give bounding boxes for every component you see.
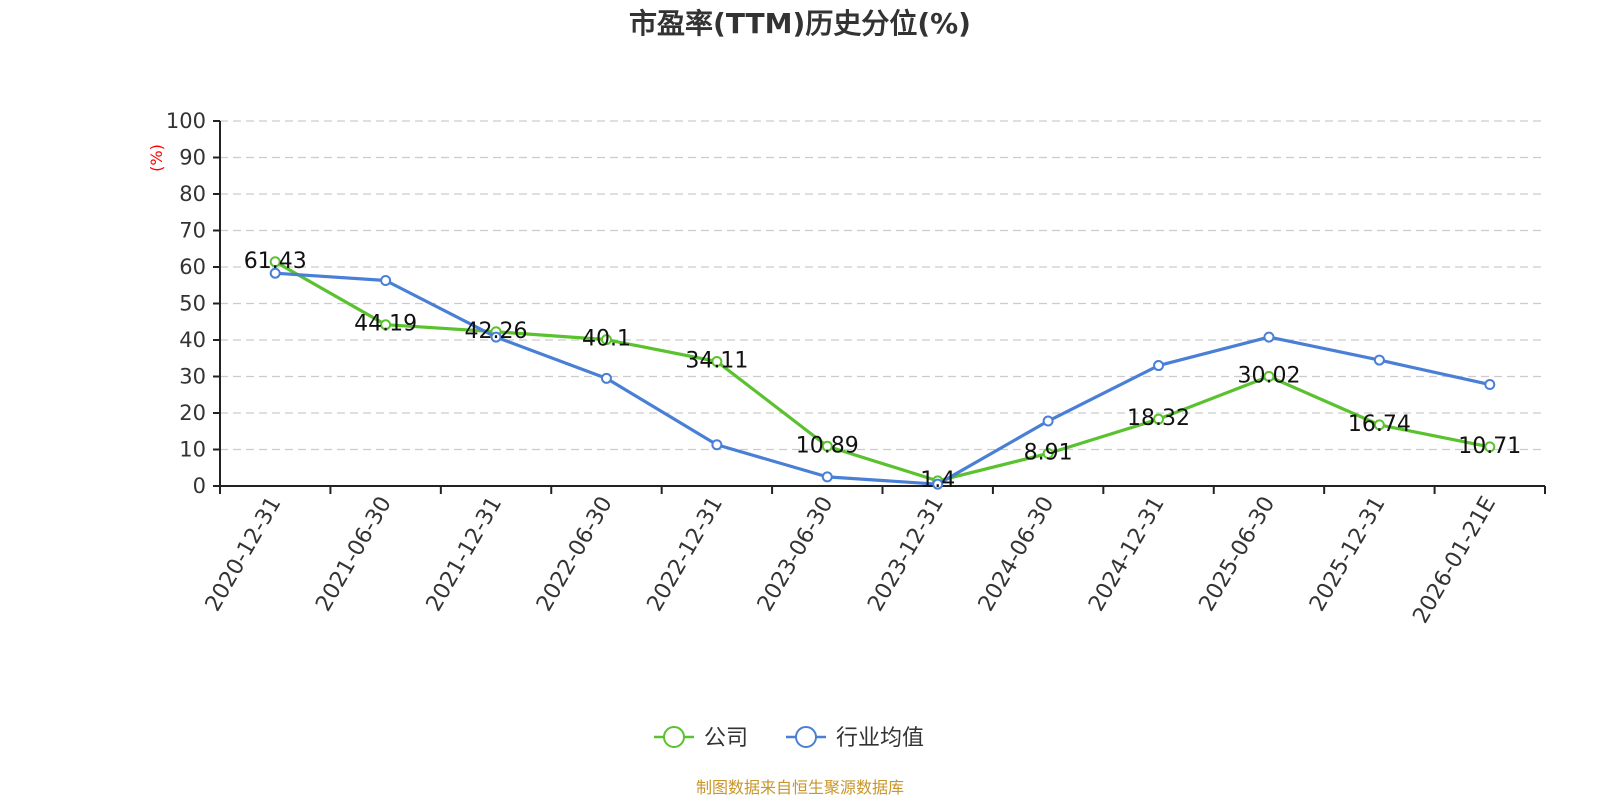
- y-axis-unit-label: (%): [147, 144, 166, 172]
- data-point[interactable]: [269, 256, 281, 268]
- data-point[interactable]: [600, 334, 612, 346]
- legend-label: 公司: [704, 726, 748, 751]
- data-label: 16.74: [1348, 412, 1411, 437]
- x-tick-label: 2022-06-30: [532, 493, 618, 616]
- data-point[interactable]: [1373, 419, 1385, 431]
- y-tick-label: 60: [179, 255, 206, 279]
- data-point[interactable]: [600, 372, 612, 384]
- y-tick-label: 80: [179, 182, 206, 206]
- y-tick-label: 30: [179, 365, 206, 389]
- data-point[interactable]: [1153, 413, 1165, 425]
- data-point[interactable]: [490, 331, 502, 343]
- data-point[interactable]: [821, 440, 833, 452]
- x-tick-label: 2022-12-31: [642, 493, 728, 616]
- data-label: 1.4: [920, 468, 955, 493]
- data-label: 44.19: [354, 312, 417, 337]
- y-tick-label: 50: [179, 292, 206, 316]
- data-labels: 61.43 44.19 42.26 40.1 34.11 10.89 1.4 8.91 18.3…: [244, 249, 1522, 493]
- y-tick-label: 70: [179, 219, 206, 243]
- data-point[interactable]: [380, 275, 392, 287]
- legend-circle-icon: [795, 726, 817, 748]
- x-tick-label: 2025-12-31: [1305, 493, 1391, 616]
- chart-title: 市盈率(TTM)历史分位(%): [629, 7, 971, 40]
- data-label: 30.02: [1237, 363, 1300, 388]
- data-point[interactable]: [1373, 354, 1385, 366]
- data-point[interactable]: [269, 267, 281, 279]
- x-tick-label: 2021-06-30: [311, 493, 397, 616]
- data-point[interactable]: [1153, 360, 1165, 372]
- axes: 0 10 20 30 40 50 60 70 80 90 100 2020-12-31 2021-06-…: [166, 109, 1546, 628]
- y-tick-label: 40: [179, 328, 206, 352]
- y-tick-label: 90: [179, 146, 206, 170]
- y-tick-label: 0: [193, 474, 206, 498]
- x-tick-label: 2020-12-31: [201, 493, 287, 616]
- legend-item[interactable]: 公司: [654, 726, 748, 751]
- legend-label: 行业均值: [836, 726, 924, 751]
- data-point[interactable]: [932, 478, 944, 490]
- data-label: 18.32: [1127, 406, 1190, 431]
- grid-lines: [220, 120, 1545, 451]
- x-tick-label: 2021-12-31: [422, 493, 508, 616]
- data-point[interactable]: [380, 319, 392, 331]
- data-label: 10.71: [1458, 434, 1521, 459]
- data-point[interactable]: [711, 355, 723, 367]
- data-label: 10.89: [796, 433, 859, 458]
- data-point[interactable]: [1484, 379, 1496, 391]
- y-tick-label: 20: [179, 401, 206, 425]
- data-point[interactable]: [1042, 447, 1054, 459]
- series-line-1: [275, 271, 1491, 486]
- x-tick-label: 2024-06-30: [974, 493, 1060, 616]
- data-label: 8.91: [1024, 440, 1073, 465]
- data-point[interactable]: [711, 439, 723, 451]
- data-point[interactable]: [1263, 370, 1275, 382]
- x-tick-label: 2024-12-31: [1084, 493, 1170, 616]
- data-point[interactable]: [821, 471, 833, 483]
- x-tick-label: 2025-06-30: [1195, 493, 1281, 616]
- data-label: 34.11: [685, 348, 748, 373]
- data-label: 61.43: [244, 249, 307, 274]
- y-tick-label: 10: [179, 438, 206, 462]
- legend-item[interactable]: 行业均值: [786, 726, 924, 751]
- x-tick-label: 2023-12-31: [863, 493, 949, 616]
- x-tick-label: 2023-06-30: [753, 493, 839, 616]
- series-layer: [269, 256, 1496, 490]
- x-tick-label: 2026-01-21E: [1408, 493, 1501, 628]
- y-tick-label: 100: [166, 109, 206, 133]
- legend-circle-icon: [663, 726, 685, 748]
- data-label: 42.26: [465, 319, 528, 344]
- legend[interactable]: 公司 行业均值: [654, 726, 924, 751]
- series-line-0: [274, 260, 1491, 483]
- data-point[interactable]: [1042, 415, 1054, 427]
- data-point[interactable]: [1263, 331, 1275, 343]
- data-point[interactable]: [1484, 441, 1496, 453]
- data-label: 40.1: [582, 327, 631, 352]
- source-note: 制图数据来自恒生聚源数据库: [696, 778, 904, 797]
